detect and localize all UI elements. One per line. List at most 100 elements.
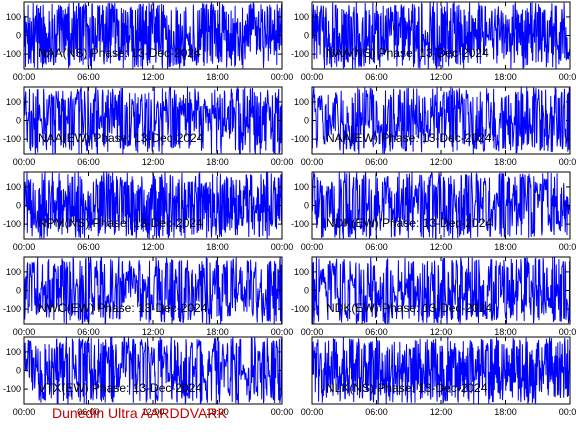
phase-series-line: [24, 337, 282, 404]
y-tick-label: 100: [294, 267, 309, 277]
x-tick-label: 00:00: [271, 242, 294, 252]
x-tick-label: 00:00: [271, 72, 294, 82]
x-tick-label: 18:00: [206, 72, 229, 82]
footer-label: Dunedin Ultra AARDDVARK: [52, 405, 227, 421]
x-tick-label: 00:00: [559, 327, 576, 337]
x-tick-label: 00:00: [271, 407, 294, 417]
x-tick-label: 12:00: [142, 242, 165, 252]
x-tick-label: 18:00: [206, 242, 229, 252]
y-tick-label: 0: [304, 116, 309, 126]
x-tick-label: 06:00: [365, 327, 388, 337]
y-tick-label: -100: [291, 304, 309, 314]
x-tick-label: 06:00: [77, 327, 100, 337]
phase-series-line: [312, 337, 570, 404]
x-tick-label: 00:00: [13, 407, 36, 417]
plot-title: NAA(EW) Phase: 13-Dec-2024: [38, 131, 204, 145]
x-tick-label: 12:00: [142, 327, 165, 337]
plot-title: NDK(EW) Phase: 13-Dec-2024: [326, 216, 492, 230]
x-tick-label: 00:00: [559, 242, 576, 252]
y-tick-label: -100: [291, 49, 309, 59]
phase-series-line: [312, 2, 570, 69]
phase-series-line: [24, 257, 282, 324]
x-tick-label: 12:00: [430, 72, 453, 82]
x-tick-label: 18:00: [494, 242, 517, 252]
plot-title: NDK(EW) Phase: 13-Dec-2024: [326, 301, 492, 315]
x-tick-label: 00:00: [13, 242, 36, 252]
x-tick-label: 18:00: [494, 157, 517, 167]
phase-plot-10: 00:00 06:00 12:00 18:00 00:00 NLK(NS) Phase: …: [301, 336, 576, 417]
x-tick-label: 00:00: [13, 72, 36, 82]
x-tick-label: 00:00: [559, 407, 576, 417]
x-tick-label: 00:00: [271, 327, 294, 337]
phase-series-line: [24, 2, 282, 69]
plot-title: NAA(NS) Phase: 13-Dec-2024: [326, 46, 489, 60]
x-tick-label: 06:00: [365, 72, 388, 82]
y-tick-label: -100: [3, 134, 21, 144]
plot-title: NLK(NS) Phase: 13-Dec-2024: [326, 381, 488, 395]
y-tick-label: 100: [294, 182, 309, 192]
y-tick-label: -100: [3, 219, 21, 229]
phase-plot-5: 00:00 06:00 12:00 18:00 00:00 100 0 -100 NPM(NS)…: [3, 171, 294, 252]
phase-plot-2: 00:00 06:00 12:00 18:00 00:00 100 0 -100 NAA(NS)…: [291, 1, 576, 82]
x-tick-label: 12:00: [430, 407, 453, 417]
y-tick-label: 100: [294, 97, 309, 107]
y-tick-label: 0: [304, 201, 309, 211]
x-tick-label: 06:00: [365, 157, 388, 167]
x-tick-label: 18:00: [206, 157, 229, 167]
plot-title: NWC(EW) Phase: 13-Dec-2024: [38, 301, 208, 315]
x-tick-label: 12:00: [430, 327, 453, 337]
y-tick-label: 0: [304, 31, 309, 41]
y-tick-label: -100: [291, 219, 309, 229]
y-tick-label: 0: [16, 116, 21, 126]
plot-title: VTX(EW) Phase: 13-Dec-2024: [38, 381, 202, 395]
phase-series-line: [312, 87, 570, 154]
phase-series-line: [24, 87, 282, 154]
y-tick-label: 100: [6, 182, 21, 192]
y-tick-label: 100: [6, 347, 21, 357]
x-tick-label: 00:00: [559, 157, 576, 167]
x-tick-label: 12:00: [142, 72, 165, 82]
phase-plot-7: 00:00 06:00 12:00 18:00 00:00 100 0 -100 NWC(EW)…: [3, 256, 294, 337]
x-tick-label: 00:00: [301, 72, 324, 82]
plot-title: NAA(NS) Phase: 13-Dec-2024: [38, 46, 201, 60]
x-tick-label: 06:00: [365, 407, 388, 417]
x-tick-label: 18:00: [494, 72, 517, 82]
x-tick-label: 06:00: [77, 242, 100, 252]
phase-series-line: [24, 172, 282, 239]
y-tick-label: -100: [291, 134, 309, 144]
x-tick-label: 18:00: [206, 407, 229, 417]
phase-plot-4: 00:00 06:00 12:00 18:00 00:00 100 0 -100 NAA(EW)…: [291, 86, 576, 167]
x-tick-label: 18:00: [206, 327, 229, 337]
y-tick-label: -100: [3, 49, 21, 59]
phase-plot-9: 00:00 06:00 12:00 18:00 00:00 100 0 -100 VTX(EW)…: [3, 336, 294, 417]
x-tick-label: 00:00: [301, 242, 324, 252]
y-tick-label: 0: [16, 31, 21, 41]
y-tick-label: 100: [6, 267, 21, 277]
x-tick-label: 00:00: [301, 157, 324, 167]
phase-plot-6: 00:00 06:00 12:00 18:00 00:00 100 0 -100 NDK(EW)…: [291, 171, 576, 252]
x-tick-label: 00:00: [301, 407, 324, 417]
x-tick-label: 12:00: [142, 157, 165, 167]
x-tick-label: 06:00: [77, 72, 100, 82]
x-tick-label: 18:00: [494, 327, 517, 337]
x-tick-label: 00:00: [271, 157, 294, 167]
plot-title: NPM(NS) Phase: 13-Dec-2024: [38, 216, 203, 230]
phase-plot-3: 00:00 06:00 12:00 18:00 00:00 100 0 -100 NAA(EW)…: [3, 86, 294, 167]
y-tick-label: 0: [16, 286, 21, 296]
x-tick-label: 00:00: [559, 72, 576, 82]
y-tick-label: 0: [16, 201, 21, 211]
phase-plot-1: 00:00 06:00 12:00 18:00 00:00 100 0 -100 NAA(NS)…: [3, 1, 294, 82]
phase-series-line: [312, 257, 570, 324]
y-tick-label: 100: [294, 12, 309, 22]
y-tick-label: 0: [16, 366, 21, 376]
x-tick-label: 06:00: [77, 407, 100, 417]
y-tick-label: -100: [3, 304, 21, 314]
plot-title: NAA(EW) Phase: 13-Dec-2024: [326, 131, 492, 145]
x-tick-label: 18:00: [494, 407, 517, 417]
y-tick-label: 100: [6, 12, 21, 22]
x-tick-label: 06:00: [77, 157, 100, 167]
y-tick-label: 100: [6, 97, 21, 107]
x-tick-label: 06:00: [365, 242, 388, 252]
phase-plot-8: 00:00 06:00 12:00 18:00 00:00 100 0 -100 NDK(EW)…: [291, 256, 576, 337]
x-tick-label: 00:00: [13, 327, 36, 337]
